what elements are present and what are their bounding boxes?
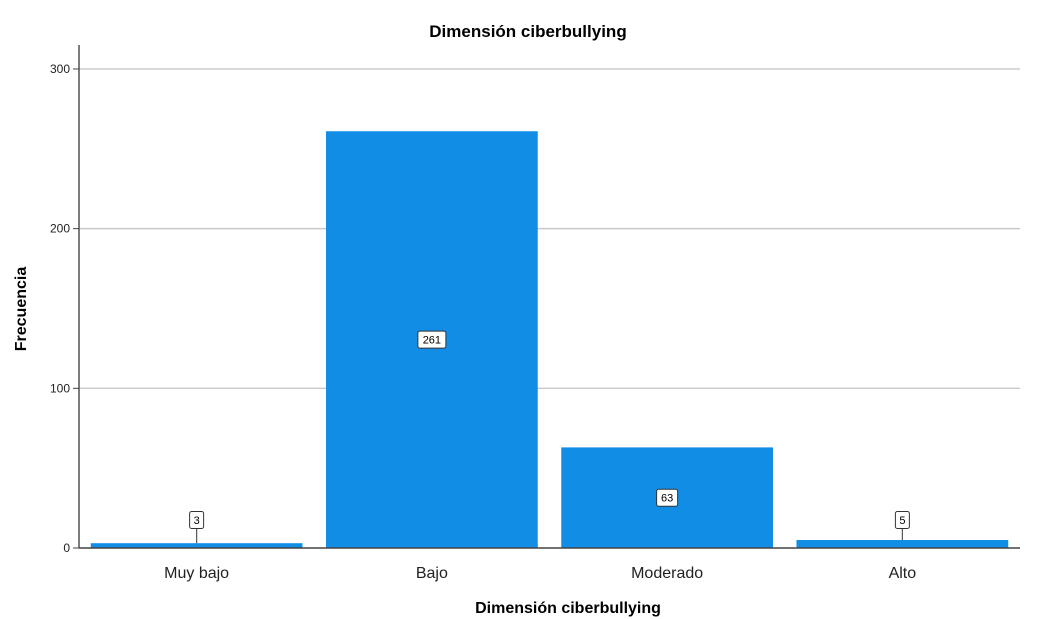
x-tick-label: Bajo [416, 565, 448, 582]
bar [796, 540, 1009, 548]
x-tick-label: Alto [889, 565, 917, 582]
data-label-box [189, 511, 205, 529]
x-tick-label: Muy bajo [164, 565, 229, 582]
x-axis-title: Dimensión ciberbullying [475, 600, 661, 617]
y-tick-label: 100 [50, 381, 70, 395]
data-label: 3 [194, 515, 200, 527]
bars [90, 131, 1009, 548]
y-axis-title: Frecuencia [13, 267, 30, 352]
bar [90, 543, 303, 548]
data-labels: 3 261 63 5 [189, 330, 910, 544]
data-label: 5 [899, 515, 905, 527]
y-tick-labels: 0 100 200 300 [50, 62, 70, 555]
y-tick-label: 0 [63, 541, 70, 555]
y-tick-label: 300 [50, 62, 70, 76]
gridlines [79, 68, 1020, 390]
x-tick-labels: Muy bajo Bajo Moderado Alto [164, 565, 916, 582]
axes [73, 45, 1020, 549]
x-tick-label: Moderado [631, 565, 703, 582]
data-label-box [656, 488, 679, 507]
data-label: 63 [661, 493, 673, 505]
chart-title: Dimensión ciberbullying [429, 22, 626, 41]
data-label-box [417, 330, 447, 349]
data-label-box [894, 511, 910, 529]
data-label: 261 [423, 335, 441, 347]
y-tick-label: 200 [50, 222, 70, 236]
